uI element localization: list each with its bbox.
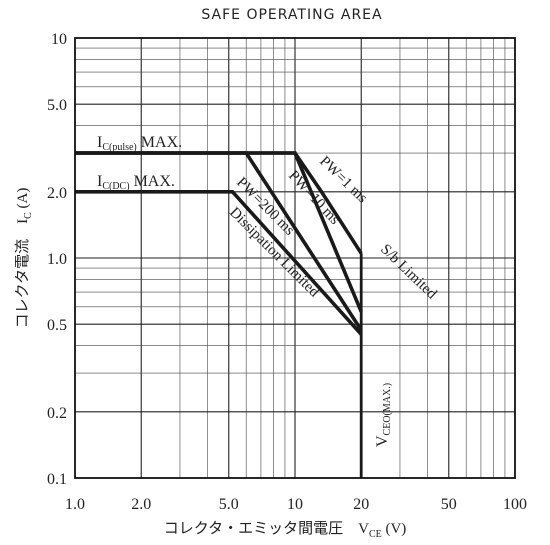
y-tick-label: 0.2 — [47, 405, 67, 422]
x-tick-label: 1.0 — [65, 496, 85, 513]
x-tick-label: 5.0 — [219, 496, 239, 513]
x-tick-label: 100 — [503, 496, 527, 513]
y-tick-label: 10 — [51, 31, 67, 48]
y-tick-label: 0.5 — [47, 317, 67, 334]
plot-frame — [74, 37, 516, 479]
y-tick-label: 1.0 — [47, 251, 67, 268]
x-tick-label: 2.0 — [131, 496, 151, 513]
x-tick-label: 50 — [441, 496, 457, 513]
grid — [75, 38, 515, 478]
curves — [75, 151, 363, 478]
x-tick-label: 10 — [287, 496, 303, 513]
y-axis-label-main: コレクタ電流 I — [14, 219, 31, 328]
x-axis-label-main: コレクタ・エミッタ間電圧 V — [164, 520, 369, 537]
y-tick-label: 2.0 — [47, 185, 67, 202]
y-axis-label-sub: C — [23, 212, 34, 219]
tick-labels: 1.0 2.0 5.0 10 20 50 100 0.1 0.2 0.5 1.0 2.0 5.0 10 — [47, 31, 527, 513]
annotation-sb-limited: S/b Limited — [377, 241, 440, 302]
y-tick-label: 5.0 — [47, 97, 67, 114]
x-axis-label: コレクタ・エミッタ間電圧 VCE (V) — [164, 520, 407, 540]
series-pw200ms — [75, 151, 363, 332]
x-axis-label-unit: (V) — [382, 521, 407, 537]
y-axis-label-unit: (A) — [15, 188, 31, 213]
x-tick-label: 20 — [353, 496, 369, 513]
x-axis-label-sub: CE — [369, 529, 382, 540]
y-tick-label: 0.1 — [47, 471, 67, 488]
annotation-ic-pulse-max: IC(pulse) MAX. — [97, 134, 182, 153]
series-dc — [75, 190, 363, 336]
annotation-ic-dc-max: IC(DC) MAX. — [97, 173, 175, 192]
annotation-vceo-max: VCEO(MAX.) — [374, 383, 393, 447]
y-axis-label: コレクタ電流 IC (A) — [14, 188, 34, 329]
chart-title: SAFE OPERATING AREA — [201, 7, 382, 23]
